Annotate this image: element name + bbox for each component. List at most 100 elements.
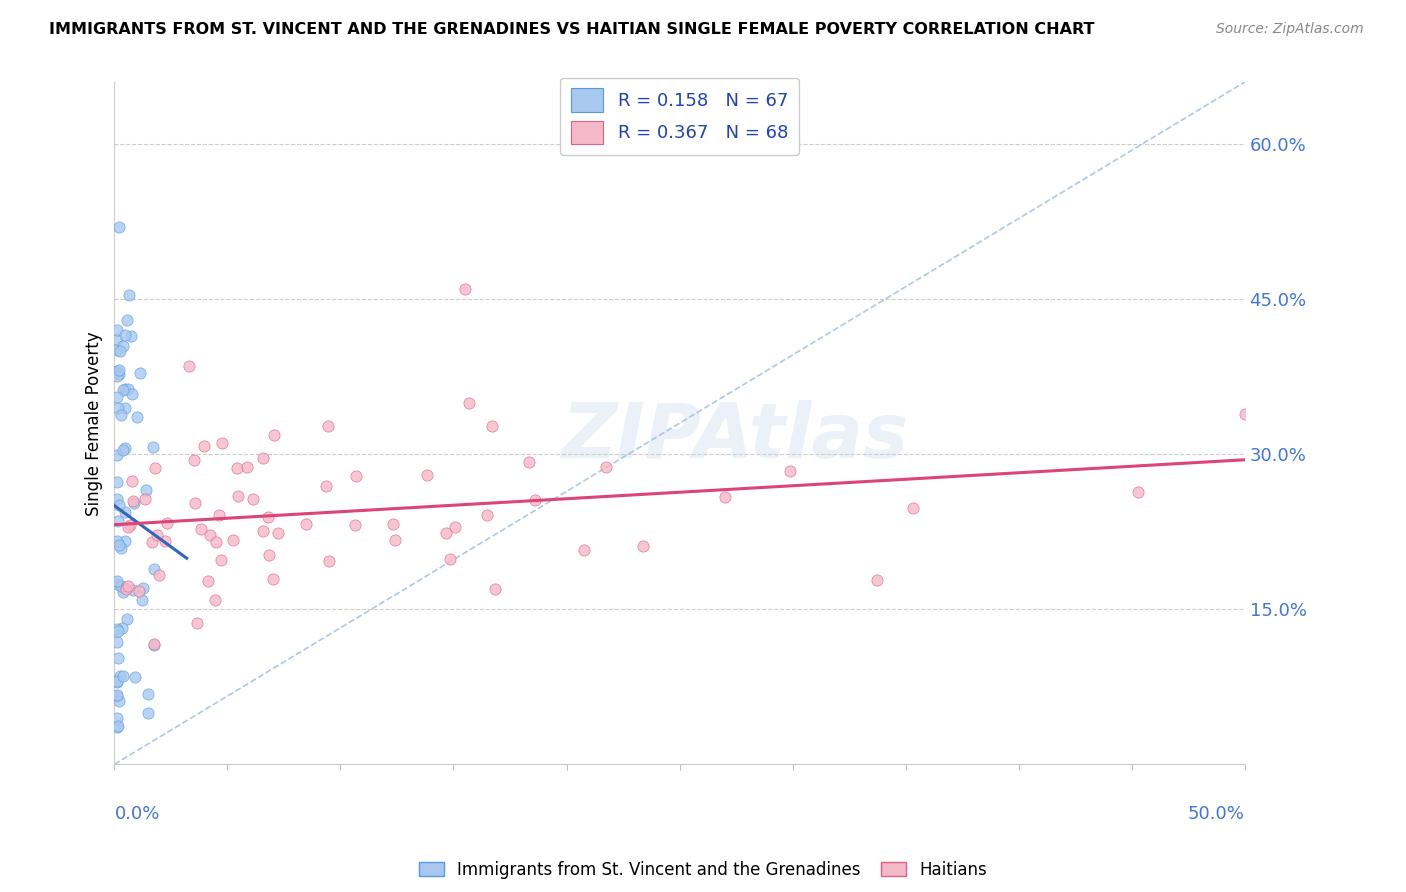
Point <box>382 517 405 532</box>
Point <box>128 366 150 380</box>
Point <box>865 574 887 588</box>
Point <box>117 612 139 626</box>
Point <box>143 461 166 475</box>
Point <box>444 520 467 534</box>
Point <box>177 359 200 373</box>
Point <box>517 455 540 469</box>
Point <box>572 543 595 558</box>
Point <box>117 579 139 593</box>
Point <box>117 383 139 397</box>
Point <box>105 390 128 404</box>
Point <box>211 436 233 450</box>
Point <box>105 674 128 689</box>
Point <box>111 443 134 458</box>
Point <box>105 711 128 725</box>
Text: IMMIGRANTS FROM ST. VINCENT AND THE GRENADINES VS HAITIAN SINGLE FEMALE POVERTY : IMMIGRANTS FROM ST. VINCENT AND THE GREN… <box>49 22 1095 37</box>
Point <box>114 401 136 416</box>
Point <box>108 362 131 376</box>
Point <box>186 615 208 630</box>
Point <box>1128 484 1150 499</box>
Point <box>595 460 617 475</box>
Point <box>131 593 153 607</box>
Point <box>110 579 132 593</box>
Point <box>205 534 228 549</box>
Point <box>143 562 166 576</box>
Point <box>107 624 129 639</box>
Point <box>108 343 131 358</box>
Point <box>1233 408 1256 422</box>
Point <box>384 533 406 547</box>
Point <box>204 593 226 607</box>
Point <box>105 534 128 549</box>
Point <box>135 483 157 498</box>
Point <box>105 364 128 378</box>
Point <box>107 719 129 733</box>
Text: 50.0%: 50.0% <box>1188 805 1244 823</box>
Point <box>134 492 156 507</box>
Point <box>263 427 285 442</box>
Point <box>208 508 231 523</box>
Point <box>107 367 129 381</box>
Point <box>121 475 143 489</box>
Point <box>235 460 257 475</box>
Point <box>127 410 149 425</box>
Point <box>901 501 924 516</box>
Point <box>141 534 163 549</box>
Point <box>107 694 129 708</box>
Point <box>193 439 215 453</box>
Point <box>124 496 146 510</box>
Point <box>458 396 481 410</box>
Point <box>142 637 165 651</box>
Point <box>105 332 128 346</box>
Point <box>105 576 128 591</box>
Point <box>105 622 128 636</box>
Point <box>105 720 128 734</box>
Point <box>153 533 176 548</box>
Point <box>344 469 367 483</box>
Point <box>105 492 128 507</box>
Point <box>190 522 212 536</box>
Point <box>107 651 129 665</box>
Point <box>114 505 136 519</box>
Text: Source: ZipAtlas.com: Source: ZipAtlas.com <box>1216 22 1364 37</box>
Point <box>105 343 128 357</box>
Point <box>148 568 170 582</box>
Point <box>198 528 221 542</box>
Point <box>416 468 439 483</box>
Point <box>252 451 274 466</box>
Point <box>256 510 278 524</box>
Point <box>120 517 142 532</box>
Y-axis label: Single Female Poverty: Single Female Poverty <box>86 331 103 516</box>
Point <box>221 533 243 548</box>
Legend: Immigrants from St. Vincent and the Grenadines, Haitians: Immigrants from St. Vincent and the Gren… <box>412 854 994 886</box>
Point <box>114 533 136 548</box>
Point <box>111 383 134 397</box>
Point <box>156 516 179 530</box>
Point <box>434 525 457 540</box>
Point <box>454 282 477 296</box>
Point <box>226 460 249 475</box>
Point <box>128 584 150 599</box>
Point <box>105 448 128 462</box>
Point <box>107 499 129 513</box>
Point <box>252 524 274 538</box>
Point <box>257 549 280 563</box>
Point <box>141 440 163 454</box>
Point <box>114 442 136 456</box>
Point <box>114 582 136 596</box>
Point <box>439 552 461 566</box>
Point <box>112 339 135 353</box>
Point <box>122 582 145 597</box>
Point <box>138 687 160 701</box>
Point <box>114 382 136 396</box>
Point <box>318 553 340 567</box>
Point <box>142 638 165 652</box>
Text: 0.0%: 0.0% <box>114 805 160 823</box>
Point <box>122 494 145 508</box>
Point <box>108 669 131 683</box>
Point <box>107 515 129 529</box>
Point <box>184 496 207 510</box>
Point <box>779 464 801 478</box>
Point <box>114 327 136 342</box>
Point <box>105 688 128 702</box>
